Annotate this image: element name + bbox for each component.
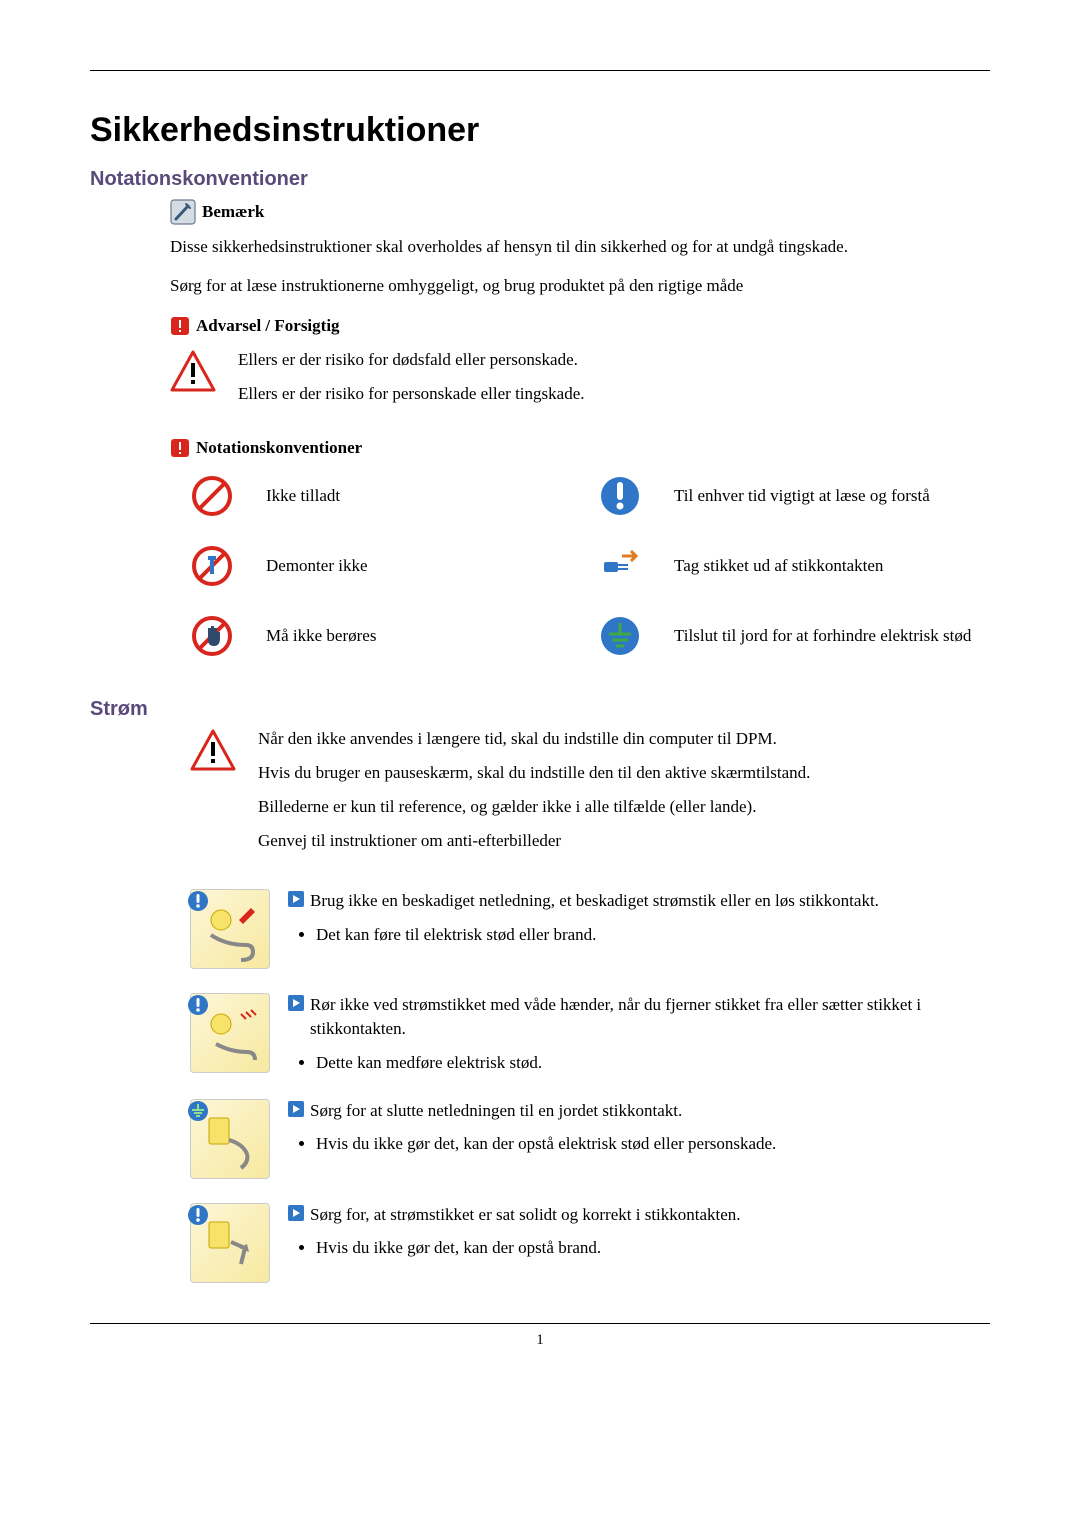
power-intro-1: Hvis du bruger en pauseskærm, skal du in… xyxy=(258,763,810,783)
unplug-icon xyxy=(598,544,658,588)
warning-label: Advarsel / Forsigtig xyxy=(196,316,340,336)
instruction-item: Sørg for at slutte netledningen til en j… xyxy=(190,1099,990,1179)
notation-block: Bemærk Disse sikkerhedsinstruktioner ska… xyxy=(170,199,990,658)
power-intro-3: Genvej til instruktioner om anti-efterbi… xyxy=(258,831,810,851)
badge-exclaim-icon xyxy=(187,890,209,912)
conventions-label: Notationskonventioner xyxy=(196,438,362,458)
instruction-image xyxy=(190,1099,270,1179)
instruction-text: Sørg for at slutte netledningen til en j… xyxy=(288,1099,990,1157)
instruction-lead-2: Sørg for at slutte netledningen til en j… xyxy=(310,1099,682,1123)
instruction-image xyxy=(190,993,270,1073)
note-label: Bemærk xyxy=(202,202,264,222)
instruction-bullet-1: Dette kan medføre elektrisk stød. xyxy=(316,1051,990,1075)
instruction-lead-3: Sørg for, at strømstikket er sat solidt … xyxy=(310,1203,741,1227)
conv-right-2: Tilslut til jord for at forhindre elektr… xyxy=(674,626,990,646)
conv-right-0: Til enhver tid vigtigt at læse og forstå xyxy=(674,486,990,506)
instruction-item: Sørg for, at strømstikket er sat solidt … xyxy=(190,1203,990,1283)
badge-exclaim-icon xyxy=(187,1204,209,1226)
warning-badge-icon xyxy=(170,316,190,336)
warning-row: Ellers er der risiko for dødsfald eller … xyxy=(170,350,990,418)
power-intro-row: Når den ikke anvendes i længere tid, ska… xyxy=(190,729,990,865)
instruction-text: Sørg for, at strømstikket er sat solidt … xyxy=(288,1203,990,1261)
conventions-badge-icon xyxy=(170,438,190,458)
instruction-lead-1: Rør ikke ved strømstikket med våde hænde… xyxy=(310,993,990,1041)
instruction-image xyxy=(190,1203,270,1283)
instruction-lead-0: Brug ikke en beskadiget netledning, et b… xyxy=(310,889,879,913)
instruction-item: Brug ikke en beskadiget netledning, et b… xyxy=(190,889,990,969)
instruction-text: Rør ikke ved strømstikket med våde hænde… xyxy=(288,993,990,1074)
warning-triangle-cell xyxy=(170,350,220,392)
conventions-subheading: Notationskonventioner xyxy=(170,438,990,458)
badge-ground-icon xyxy=(187,1100,209,1122)
risk-text-1: Ellers er der risiko for dødsfald eller … xyxy=(238,350,990,370)
lead-arrow-icon xyxy=(288,1205,304,1221)
no-touch-icon xyxy=(190,614,250,658)
instruction-text: Brug ikke en beskadiget netledning, et b… xyxy=(288,889,990,947)
instruction-item: Rør ikke ved strømstikket med våde hænde… xyxy=(190,993,990,1074)
page-number: 1 xyxy=(536,1332,544,1348)
power-intro-0: Når den ikke anvendes i længere tid, ska… xyxy=(258,729,810,749)
warning-subheading: Advarsel / Forsigtig xyxy=(170,316,990,336)
instruction-bullet-3: Hvis du ikke gør det, kan der opstå bran… xyxy=(316,1236,990,1260)
badge-exclaim-icon xyxy=(187,994,209,1016)
top-rule xyxy=(90,70,990,71)
warning-text-col: Ellers er der risiko for dødsfald eller … xyxy=(238,350,990,418)
ground-icon xyxy=(598,614,658,658)
conv-left-1: Demonter ikke xyxy=(266,556,582,576)
instruction-bullet-2: Hvis du ikke gør det, kan der opstå elek… xyxy=(316,1132,990,1156)
power-heading: Strøm xyxy=(90,698,990,721)
page-title: Sikkerhedsinstruktioner xyxy=(90,111,990,150)
lead-arrow-icon xyxy=(288,891,304,907)
footer: 1 xyxy=(90,1323,990,1349)
notation-intro-2: Sørg for at læse instruktionerne omhygge… xyxy=(170,274,990,299)
note-icon xyxy=(170,199,196,225)
lead-arrow-icon xyxy=(288,995,304,1011)
conv-left-2: Må ikke berøres xyxy=(266,626,582,646)
note-subheading: Bemærk xyxy=(170,199,990,225)
risk-text-2: Ellers er der risiko for personskade ell… xyxy=(238,384,990,404)
power-warning-icon-cell xyxy=(190,729,240,771)
power-warning-triangle-icon xyxy=(190,729,236,771)
conv-right-1: Tag stikket ud af stikkontakten xyxy=(674,556,990,576)
conv-left-0: Ikke tilladt xyxy=(266,486,582,506)
lead-arrow-icon xyxy=(288,1101,304,1117)
notation-heading: Notationskonventioner xyxy=(90,168,990,191)
power-intro-text: Når den ikke anvendes i længere tid, ska… xyxy=(258,729,810,865)
instruction-bullet-0: Det kan føre til elektrisk stød eller br… xyxy=(316,923,990,947)
notation-intro-1: Disse sikkerhedsinstruktioner skal overh… xyxy=(170,235,990,260)
warning-triangle-icon xyxy=(170,350,216,392)
no-disassemble-icon xyxy=(190,544,250,588)
instruction-image xyxy=(190,889,270,969)
conventions-grid: Ikke tilladt Til enhver tid vigtigt at l… xyxy=(190,474,990,658)
prohibit-icon xyxy=(190,474,250,518)
important-icon xyxy=(598,474,658,518)
power-intro-2: Billederne er kun til reference, og gæld… xyxy=(258,797,810,817)
